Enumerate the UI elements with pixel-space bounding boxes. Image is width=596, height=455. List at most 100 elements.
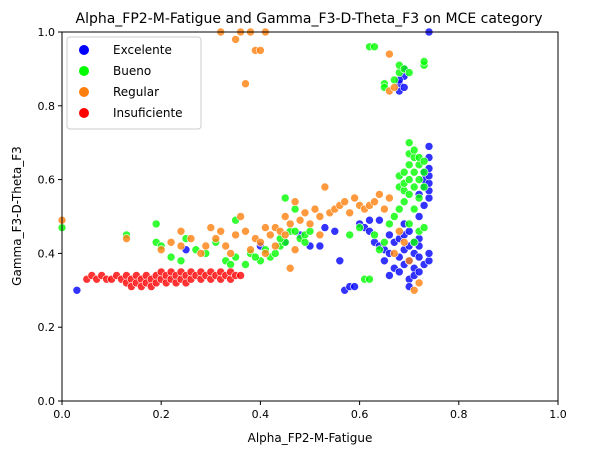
data-point-bueno-79 <box>290 227 300 236</box>
legend-marker-regular <box>79 87 89 97</box>
y-tick-label: 0.2 <box>38 321 56 334</box>
data-point-regular-4 <box>176 241 186 251</box>
data-point-regular-43 <box>370 197 379 206</box>
y-tick-label: 0.4 <box>38 247 56 260</box>
data-point-excelente-44 <box>424 193 434 203</box>
data-point-excelente-67 <box>404 227 414 236</box>
data-point-regular-7 <box>196 249 206 258</box>
data-point-bueno-34 <box>375 245 384 254</box>
y-axis-ticks: 0.0 0.2 0.4 0.6 0.8 1.0 <box>38 26 62 408</box>
data-point-excelente-53 <box>419 201 429 210</box>
data-point-bueno-44 <box>399 167 409 177</box>
legend: Excelente Bueno Regular Insuficiente <box>66 36 202 130</box>
data-point-bueno-51 <box>409 167 419 177</box>
data-point-bueno-32 <box>365 274 374 284</box>
data-point-regular-48 <box>394 227 404 236</box>
data-point-regular-3 <box>166 238 176 247</box>
data-point-regular-32 <box>315 212 325 221</box>
data-point-bueno-50 <box>409 182 419 192</box>
data-point-regular-8 <box>201 241 211 251</box>
data-point-regular-26 <box>285 263 295 273</box>
data-point-excelente-38 <box>414 252 424 262</box>
data-point-excelente-15 <box>365 215 374 225</box>
data-point-regular-11 <box>216 227 225 236</box>
data-point-regular-13 <box>226 249 235 258</box>
data-point-bueno-29 <box>345 230 355 240</box>
data-point-regular-52 <box>414 278 424 288</box>
data-point-excelente-60 <box>399 83 409 92</box>
y-tick-label: 0.6 <box>38 174 56 187</box>
x-tick-label: 0.4 <box>252 408 270 421</box>
data-point-regular-65 <box>315 230 325 240</box>
data-point-excelente-0 <box>72 285 82 295</box>
data-point-bueno-80 <box>300 238 310 247</box>
data-point-regular-66 <box>270 241 280 251</box>
data-point-excelente-51 <box>424 256 434 266</box>
data-point-regular-19 <box>256 238 265 247</box>
data-point-regular-38 <box>345 208 355 218</box>
data-point-bueno-62 <box>404 219 414 229</box>
data-point-bueno-60 <box>414 193 424 203</box>
data-point-bueno-54 <box>414 175 424 184</box>
data-point-bueno-30 <box>355 223 364 232</box>
data-point-regular-12 <box>221 241 230 251</box>
data-point-regular-9 <box>206 223 216 232</box>
data-point-regular-62 <box>256 46 265 55</box>
data-point-bueno-37 <box>389 212 399 221</box>
data-point-regular-47 <box>389 249 399 258</box>
x-tick-label: 0.8 <box>450 408 468 421</box>
data-point-bueno-65 <box>419 223 429 232</box>
data-point-regular-30 <box>305 219 315 229</box>
y-tick-label: 1.0 <box>38 26 56 39</box>
x-tick-label: 0.0 <box>53 408 71 421</box>
data-point-bueno-45 <box>404 190 414 199</box>
data-point-regular-25 <box>285 219 295 229</box>
data-point-regular-24 <box>280 212 290 221</box>
data-point-regular-54 <box>389 83 399 92</box>
y-tick-label: 0.8 <box>38 100 56 113</box>
data-point-excelente-21 <box>385 271 394 280</box>
x-tick-label: 1.0 <box>549 408 567 421</box>
data-point-excelente-9 <box>335 256 345 266</box>
data-point-excelente-55 <box>414 212 424 221</box>
data-point-bueno-76 <box>370 42 379 52</box>
data-point-regular-29 <box>300 208 310 218</box>
legend-marker-insuficiente <box>79 108 89 118</box>
legend-box <box>66 36 202 130</box>
data-point-regular-10 <box>211 234 221 243</box>
data-point-bueno-33 <box>370 230 379 240</box>
data-point-excelente-7 <box>320 223 330 232</box>
data-point-excelente-8 <box>330 227 340 236</box>
data-point-regular-51 <box>409 285 419 295</box>
data-point-excelente-6 <box>315 241 325 251</box>
y-axis-label: Gamma_F3-D-Theta_F3 <box>10 146 24 286</box>
data-point-bueno-41 <box>399 197 409 206</box>
data-point-bueno-6 <box>176 256 186 266</box>
data-point-regular-31 <box>310 204 320 214</box>
data-point-bueno-36 <box>385 219 394 229</box>
data-point-bueno-35 <box>380 238 389 247</box>
data-point-excelente-64 <box>375 215 384 225</box>
data-point-regular-14 <box>231 230 240 240</box>
data-point-bueno-47 <box>404 160 414 170</box>
data-point-regular-68 <box>261 249 270 258</box>
data-point-regular-1 <box>122 234 131 243</box>
x-tick-label: 0.6 <box>351 408 369 421</box>
data-point-bueno-74 <box>419 57 429 66</box>
data-point-regular-5 <box>176 227 186 236</box>
x-axis-label: Alpha_FP2-M-Fatigue <box>248 431 373 445</box>
data-point-bueno-77 <box>251 252 260 262</box>
data-point-bueno-63 <box>409 238 419 247</box>
legend-label-excelente: Excelente <box>113 43 172 57</box>
data-point-regular-15 <box>236 212 245 221</box>
data-point-bueno-59 <box>419 156 429 166</box>
data-point-bueno-23 <box>280 193 290 203</box>
data-point-regular-46 <box>385 193 394 203</box>
data-point-regular-49 <box>399 238 409 247</box>
data-point-bueno-72 <box>404 68 414 77</box>
legend-label-bueno: Bueno <box>113 64 151 78</box>
data-point-regular-17 <box>246 245 255 254</box>
data-point-regular-50 <box>404 256 414 266</box>
data-point-insuficiente-49 <box>236 271 245 280</box>
